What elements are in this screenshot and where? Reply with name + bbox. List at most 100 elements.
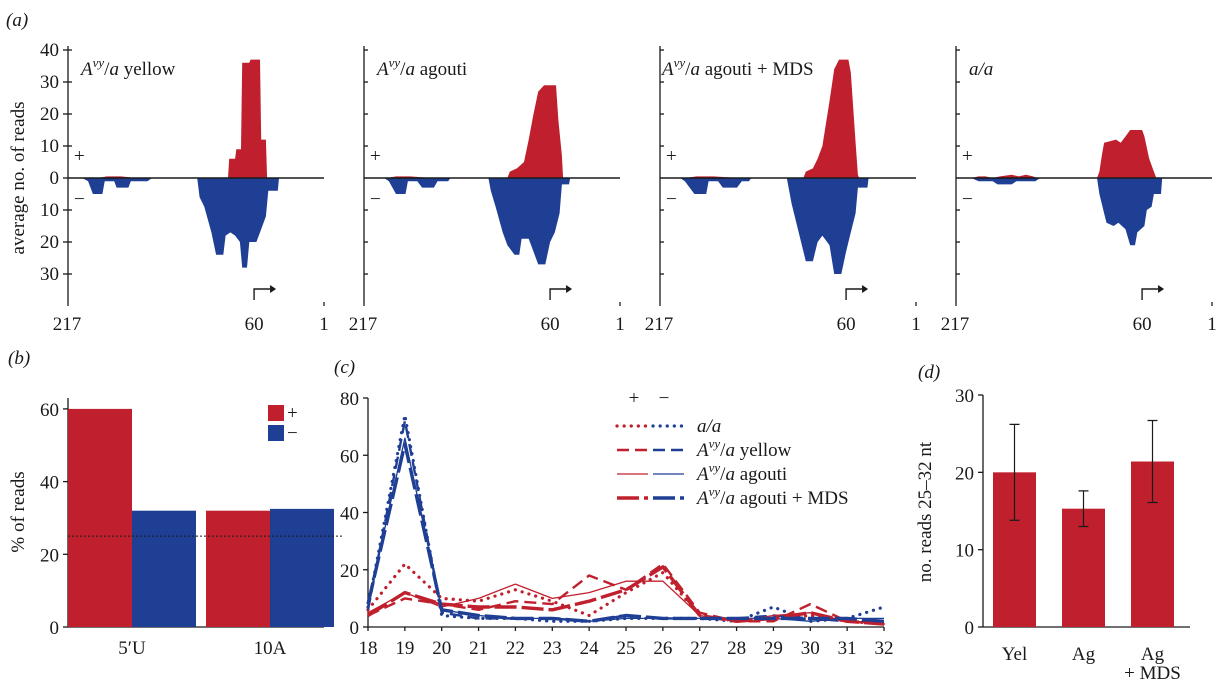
legend-sup: vy [709,484,721,499]
plus-strand-label: + [666,146,677,167]
y-tick-label: 30 [955,386,974,407]
plus-strand-label: + [370,146,381,167]
x-tick-label: 60 [541,314,560,335]
x-tick-label: 10A [254,638,287,659]
legend-a: a [725,488,735,509]
x-tick-label: 1 [1207,314,1217,335]
transcription-start-arrow [549,288,567,300]
title-main: a/a [969,59,993,80]
arrow-head [566,285,573,293]
legend-label: a/a [697,416,721,437]
minus-strand-area [68,178,279,268]
plus-strand-label: + [74,146,85,167]
x-tick-label: 28 [727,638,746,659]
legend-swatch [268,425,284,441]
x-axis-ends [363,302,621,306]
y-tick-label: 0 [50,168,60,189]
x-tick-label: Ag [1072,644,1096,665]
legend-a: a [725,464,735,485]
x-tick-label: 60 [837,314,856,335]
x-axis-ends [67,302,325,306]
legend-rest: agouti [735,464,787,485]
y-tick-label: 30 [40,264,59,285]
x-axis-ends [955,302,1213,306]
y-tick-label: 60 [340,446,359,467]
y-tick-label: 20 [340,561,359,582]
x-tick-label: + MDS [1124,663,1181,682]
x-tick-label: 25 [617,638,636,659]
legend-header-minus: − [659,388,670,409]
y-tick-label: 40 [340,504,359,525]
x-tick-label: 60 [1133,314,1152,335]
legend-sup: vy [709,460,721,475]
x-tick-label: 217 [645,314,674,335]
title-superscript: vy [674,55,686,70]
title-superscript: vy [93,55,105,70]
title-main: A [79,59,93,80]
title-rest: / [104,59,110,80]
x-tick-label: Ag [1141,644,1165,665]
title-italic-a: a [109,59,119,80]
transcription-start-arrow [253,288,271,300]
minus-strand-area [364,178,571,265]
y-tick-label: 20 [955,463,974,484]
minus-strand-label: − [666,189,677,210]
legend-label: + [287,403,298,424]
error-bar [1078,490,1089,528]
y-tick-label: 10 [40,136,59,157]
panel-a-label: (a) [6,10,28,31]
subpanel-title: a/a [969,59,993,80]
panel-c-length-distribution-chart: 0 20 40 60 80 18 19 20 21 22 23 24 25 26 27 28 29 30 31 32 +… [340,388,894,659]
series-line [366,442,885,623]
legend-label: − [287,423,298,444]
x-tick-label: 217 [349,314,378,335]
y-tick-label: 0 [50,618,60,639]
minus-strand-label: − [74,189,85,210]
x-tick-label: 1 [319,314,329,335]
legend-a: a [725,440,735,461]
legend-rest: yellow [735,440,792,461]
x-tick-label: 217 [941,314,970,335]
minus-strand-area [660,178,869,274]
legend-slash: / [720,464,726,485]
x-tick-label: Yel [1002,644,1028,665]
x-tick-label: 31 [838,638,857,659]
x-tick-label: 23 [543,638,562,659]
plus-bar [206,510,270,627]
y-axis-title: average no. of reads [8,102,29,255]
y-tick-label: 80 [340,389,359,410]
title-italic-a: a [405,59,415,80]
title-superscript: vy [389,55,401,70]
y-tick-label: 20 [40,545,59,566]
legend-slash: / [720,488,726,509]
profile-subpanel: 40 30 20 10 0 10 20 30 + − Avy/a yellow 217 60 1 [40,40,329,335]
plus-strand-area [364,85,564,178]
y-axis-title: % of reads [8,471,29,552]
transcription-start-arrow [845,288,863,300]
plus-bar [68,408,132,627]
y-tick-label: 60 [40,400,59,421]
error-bar [1009,423,1020,521]
y-tick-label: 40 [40,473,59,494]
title-main: A [375,59,389,80]
plus-strand-label: + [962,146,973,167]
minus-bar [270,508,334,627]
minus-strand-area [956,178,1163,246]
series-line [367,437,884,622]
legend-sup: vy [709,436,721,451]
y-tick-label: 0 [350,618,360,639]
arrow-head [270,285,277,293]
transcription-start-arrow [1141,288,1159,300]
title-rest: / [400,59,406,80]
legend-header-plus: + [629,388,640,409]
title-rest: / [685,59,691,80]
x-tick-label: 217 [53,314,82,335]
x-axis-ends [659,302,917,306]
title-suffix: agouti + MDS [700,59,814,80]
legend-label: Avy/a agouti [695,460,787,485]
profile-subpanel: + − Avy/a agouti 217 60 1 [349,46,625,335]
y-tick-label: 0 [965,618,975,639]
